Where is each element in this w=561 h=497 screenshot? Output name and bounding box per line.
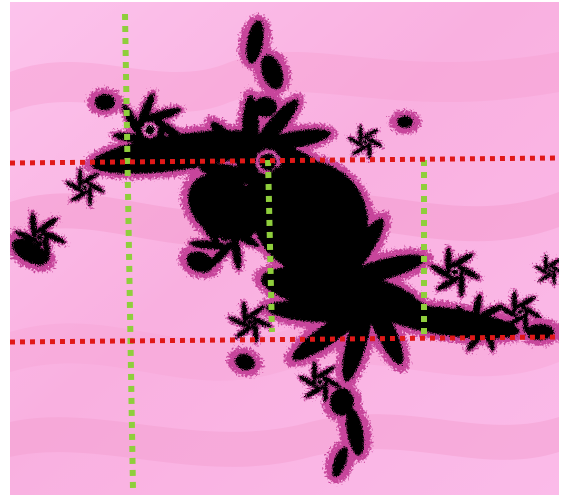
fractal-core	[11, 20, 559, 478]
fractal-canvas	[10, 2, 559, 495]
vertical-guide-left	[122, 13, 136, 491]
guide-lines	[10, 13, 559, 491]
horizontal-guide-bottom	[10, 334, 559, 345]
horizontal-guide-top	[10, 155, 559, 166]
vertical-guide-middle	[265, 159, 275, 333]
fractal-image	[10, 2, 559, 495]
